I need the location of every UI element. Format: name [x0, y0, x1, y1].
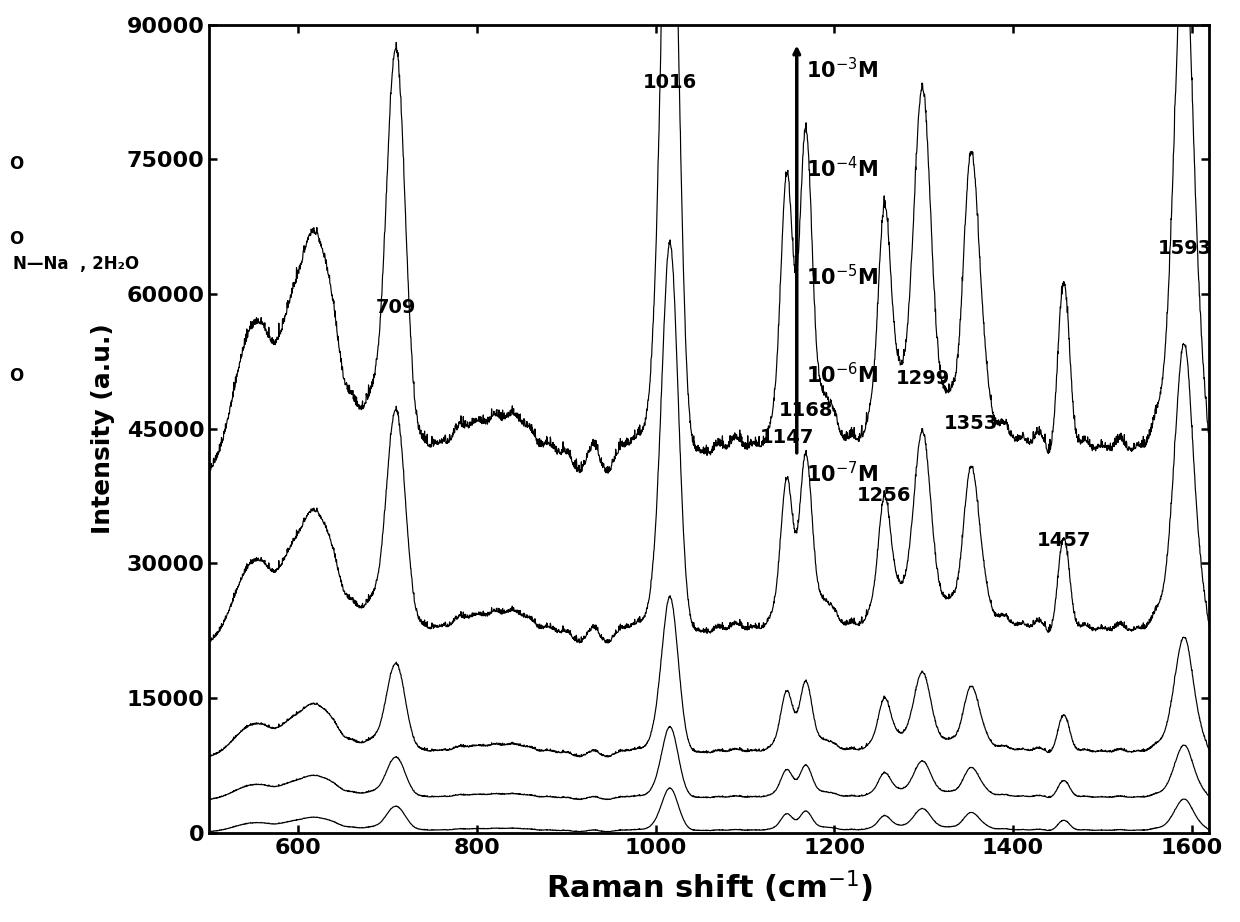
Text: 1168: 1168	[779, 401, 833, 420]
Text: 10$^{-5}$M: 10$^{-5}$M	[806, 264, 878, 289]
Text: 10$^{-6}$M: 10$^{-6}$M	[806, 362, 878, 387]
Text: 709: 709	[376, 298, 415, 316]
Text: 1147: 1147	[760, 428, 815, 447]
Text: 1256: 1256	[857, 486, 911, 505]
Text: 1016: 1016	[642, 73, 697, 92]
Text: 10$^{-3}$M: 10$^{-3}$M	[806, 57, 878, 82]
Text: N—Na  , 2H₂O: N—Na , 2H₂O	[12, 255, 139, 274]
Text: 10$^{-4}$M: 10$^{-4}$M	[806, 156, 878, 181]
Text: 1299: 1299	[895, 370, 950, 388]
Text: 1457: 1457	[1037, 531, 1091, 550]
Text: 10$^{-7}$M: 10$^{-7}$M	[806, 461, 878, 486]
Text: O: O	[9, 230, 24, 248]
Text: 1353: 1353	[944, 414, 998, 433]
Text: O: O	[9, 367, 24, 385]
Y-axis label: Intensity (a.u.): Intensity (a.u.)	[92, 324, 115, 534]
Text: 1593: 1593	[1158, 239, 1213, 258]
Text: O: O	[9, 155, 24, 172]
X-axis label: Raman shift (cm$^{-1}$): Raman shift (cm$^{-1}$)	[546, 869, 873, 905]
